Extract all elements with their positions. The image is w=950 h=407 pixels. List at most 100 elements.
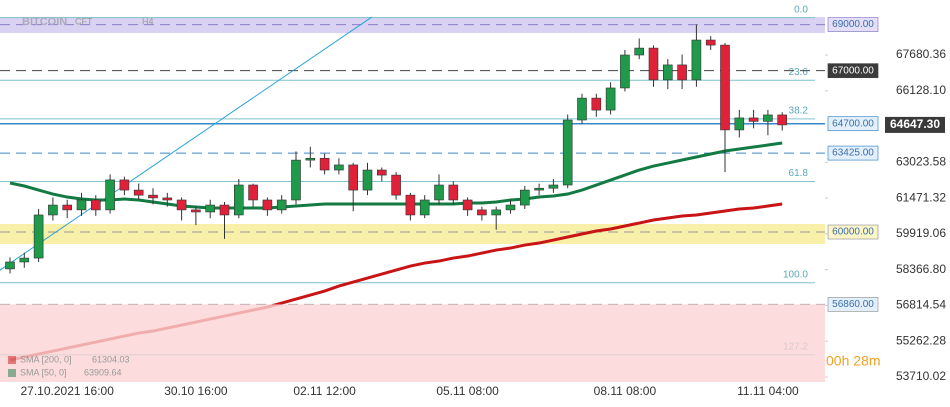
candle-body	[519, 189, 530, 206]
candle-body	[276, 199, 287, 211]
candle-body	[577, 97, 587, 121]
candle-body	[248, 184, 258, 201]
x-tick-label: 08.11 08:00	[594, 384, 657, 398]
level-label: 63425.00	[832, 148, 874, 159]
candle-body	[376, 169, 387, 176]
candle-body	[91, 199, 101, 211]
zone	[0, 224, 825, 245]
sma-line	[9, 141, 783, 210]
legend-name: SMA [50, 0]	[20, 367, 67, 377]
y-tick-label: 61471.32	[896, 190, 946, 204]
fib-label: 38.2	[789, 106, 809, 117]
candle-body	[505, 204, 516, 211]
candle-body	[5, 261, 15, 270]
candle-body	[105, 179, 115, 211]
candle-body	[162, 197, 173, 201]
fib-label: 23.6	[789, 67, 809, 78]
candle-body	[763, 114, 773, 122]
candle-body	[48, 204, 58, 216]
legend-value: 61304.03	[92, 354, 130, 364]
x-tick-label: 05.11 08:00	[436, 384, 499, 398]
trendline	[0, 16, 373, 271]
legend-swatch	[8, 369, 16, 377]
candle-body	[205, 204, 215, 213]
candle-body	[705, 39, 716, 46]
legend-name: SMA [200, 0]	[20, 354, 72, 364]
candle-body	[362, 169, 373, 191]
y-tick-label: 63023.58	[896, 155, 946, 169]
candle-body	[477, 209, 487, 216]
level-label: 60000.00	[832, 227, 874, 238]
level-label: 69000.00	[832, 19, 874, 30]
last-price-box	[885, 116, 945, 133]
candle-body	[720, 44, 730, 131]
candle-body	[648, 47, 659, 81]
candle-body	[562, 119, 573, 186]
candle-body	[748, 117, 759, 122]
candle-body	[605, 87, 616, 111]
y-tick-label: 66128.10	[896, 83, 946, 97]
candle-body	[491, 209, 502, 216]
candle-body	[677, 64, 687, 81]
candle-body	[119, 179, 130, 191]
chart-title: BITCOIN	[22, 16, 67, 28]
candle-body	[405, 194, 416, 216]
candle-body	[662, 64, 673, 81]
level-box	[827, 145, 879, 161]
candle-body	[62, 204, 73, 211]
candle-body	[448, 184, 459, 201]
candle-body	[534, 187, 544, 191]
y-tick-label: 53710.02	[896, 369, 946, 383]
level-box	[827, 63, 879, 79]
x-tick-label: 02.11 12:00	[293, 384, 356, 398]
zone	[0, 304, 825, 382]
fib-label: 61.8	[789, 168, 809, 179]
candle-body	[19, 257, 30, 263]
candle-body	[591, 97, 602, 111]
level-label: 56860.00	[832, 299, 874, 310]
candle-body	[434, 184, 444, 201]
fib-label: 0.0	[794, 4, 808, 15]
y-tick-label: 58366.80	[896, 262, 946, 276]
candle-body	[176, 199, 187, 211]
y-tick-label: 56814.54	[896, 298, 946, 312]
legend-value: 63909.64	[84, 367, 122, 377]
candle-body	[419, 199, 430, 216]
candle-body	[76, 199, 87, 211]
candle-body	[191, 209, 201, 213]
source: CFT	[75, 16, 93, 26]
candle-body	[219, 204, 230, 216]
candle-body	[148, 194, 158, 199]
candle-body	[634, 47, 645, 56]
candle-body	[620, 54, 630, 89]
candle-body	[133, 189, 144, 196]
x-tick-label: 11.11 04:00	[737, 384, 799, 398]
candle-body	[33, 214, 44, 259]
candle-body	[334, 164, 344, 171]
candle-body	[319, 157, 330, 171]
candle-body	[691, 39, 702, 81]
candle-body	[305, 157, 316, 161]
x-tick-label: 27.10.2021 16:00	[20, 384, 114, 398]
level-box	[827, 17, 879, 32]
legend-swatch	[8, 356, 16, 364]
candle-body	[391, 174, 401, 196]
y-tick-label: 59919.06	[896, 226, 946, 240]
candle-body	[777, 114, 788, 126]
candle-body	[234, 184, 244, 216]
candle-body	[548, 184, 559, 189]
plot-layers: 0.023.638.261.8100.0127.269000.0067000.0…	[0, 4, 946, 398]
timeframe: H4	[142, 16, 154, 26]
x-tick-label: 30.10 16:00	[164, 384, 228, 398]
y-tick-label: 55262.28	[896, 333, 946, 347]
countdown: 00h 28m	[826, 353, 880, 369]
last-price-label: 64647.30	[890, 117, 940, 131]
level-label: 64700.00	[832, 118, 874, 129]
candle-body	[734, 117, 745, 131]
fib-label: 100.0	[783, 269, 808, 280]
level-box	[827, 224, 879, 240]
level-box	[827, 297, 879, 312]
zone	[0, 16, 825, 33]
candle-body	[462, 199, 473, 211]
